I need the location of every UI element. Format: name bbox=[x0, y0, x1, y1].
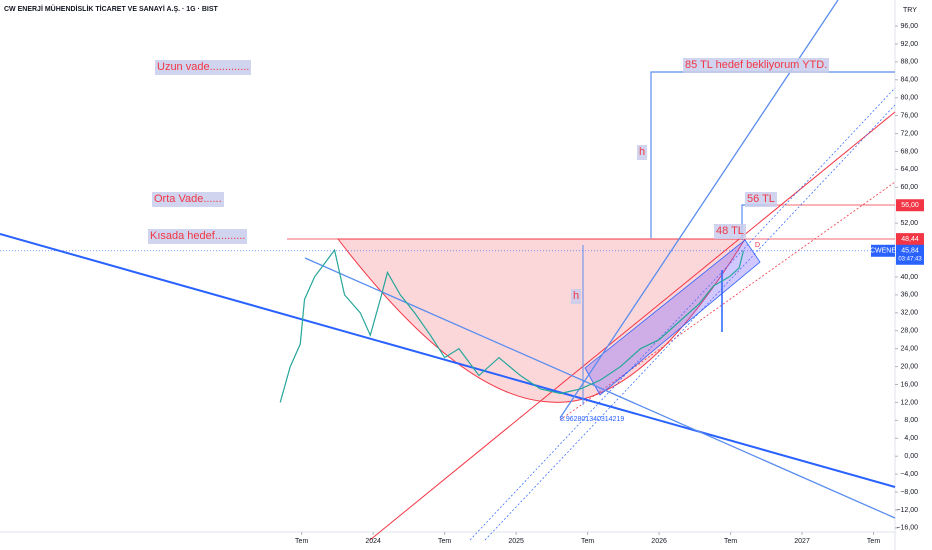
symbol: CWENE bbox=[870, 248, 896, 255]
annotation: Orta Vade...... bbox=[152, 192, 224, 207]
y-tick-label: 32,00 bbox=[900, 310, 918, 317]
x-tick-label: Tem bbox=[438, 538, 451, 545]
last-price-box bbox=[896, 244, 924, 265]
price-line bbox=[279, 248, 745, 403]
y-tick-label: 4,00 bbox=[904, 435, 918, 442]
trend-line bbox=[0, 233, 896, 488]
y-tick-label: 96,00 bbox=[900, 23, 918, 30]
y-tick-label: 80,00 bbox=[900, 95, 918, 102]
x-tick-label: 2025 bbox=[508, 538, 524, 545]
x-tick-label: Tem bbox=[295, 538, 308, 545]
last-price: 45,84 bbox=[901, 248, 919, 255]
y-tick-label: −4,00 bbox=[900, 471, 918, 478]
x-tick-label: Tem bbox=[867, 538, 880, 545]
y-tick-label: 72,00 bbox=[900, 130, 918, 137]
y-tick-label: −8,00 bbox=[900, 489, 918, 496]
cup-shape bbox=[336, 238, 746, 403]
x-tick-label: 2026 bbox=[651, 538, 667, 545]
y-tick-label: 88,00 bbox=[900, 59, 918, 66]
trend-line bbox=[304, 257, 896, 519]
y-tick-label: −16,00 bbox=[896, 525, 918, 532]
annotation: Uzun vade............. bbox=[155, 60, 252, 75]
annotation: 8.962801340314219 bbox=[560, 416, 624, 423]
y-tick-label: 40,00 bbox=[900, 274, 918, 281]
y-tick-label: 60,00 bbox=[900, 184, 918, 191]
chart-title: CW ENERJİ MÜHENDİSLİK TİCARET VE SANAYİ … bbox=[4, 4, 219, 13]
countdown: 03:47:43 bbox=[898, 256, 922, 262]
annotation: 85 TL hedef bekliyorum YTD. bbox=[683, 58, 830, 73]
price-label-box bbox=[896, 233, 924, 246]
y-tick-label: −12,00 bbox=[896, 507, 918, 514]
y-tick-label: 12,00 bbox=[900, 399, 918, 406]
symbol-box bbox=[871, 244, 895, 257]
trend-line bbox=[559, 181, 896, 421]
y-tick-label: 84,00 bbox=[900, 77, 918, 84]
x-tick-label: 2024 bbox=[365, 538, 381, 545]
y-tick-label: 64,00 bbox=[900, 166, 918, 173]
price-label-box bbox=[896, 199, 924, 212]
trend-line bbox=[369, 111, 896, 541]
y-tick-label: 0,00 bbox=[904, 453, 918, 460]
y-tick-label: 24,00 bbox=[900, 345, 918, 352]
x-tick-label: Tem bbox=[581, 538, 594, 545]
currency: TRY bbox=[903, 7, 917, 14]
price-label: 48,44 bbox=[901, 236, 919, 243]
y-tick-label: 52,00 bbox=[900, 220, 918, 227]
y-tick-label: 8,00 bbox=[904, 417, 918, 424]
y-tick-label: 28,00 bbox=[900, 328, 918, 335]
annotation: h bbox=[571, 289, 582, 304]
annotation: 48 TL bbox=[714, 224, 746, 239]
y-tick-label: 76,00 bbox=[900, 112, 918, 119]
trend-line bbox=[469, 87, 896, 541]
annotation: 56 TL bbox=[745, 192, 777, 207]
y-tick-label: 20,00 bbox=[900, 363, 918, 370]
y-tick-label: 36,00 bbox=[900, 292, 918, 299]
annotation: D bbox=[755, 242, 760, 249]
y-tick-label: 68,00 bbox=[900, 148, 918, 155]
x-tick-label: Tem bbox=[724, 538, 737, 545]
annotation: Kısada hedef.......... bbox=[148, 229, 248, 244]
price-label: 56,00 bbox=[901, 202, 919, 209]
y-tick-label: 16,00 bbox=[900, 381, 918, 388]
annotation: h bbox=[637, 145, 648, 160]
x-tick-label: 2027 bbox=[794, 538, 810, 545]
y-tick-label: 92,00 bbox=[900, 41, 918, 48]
